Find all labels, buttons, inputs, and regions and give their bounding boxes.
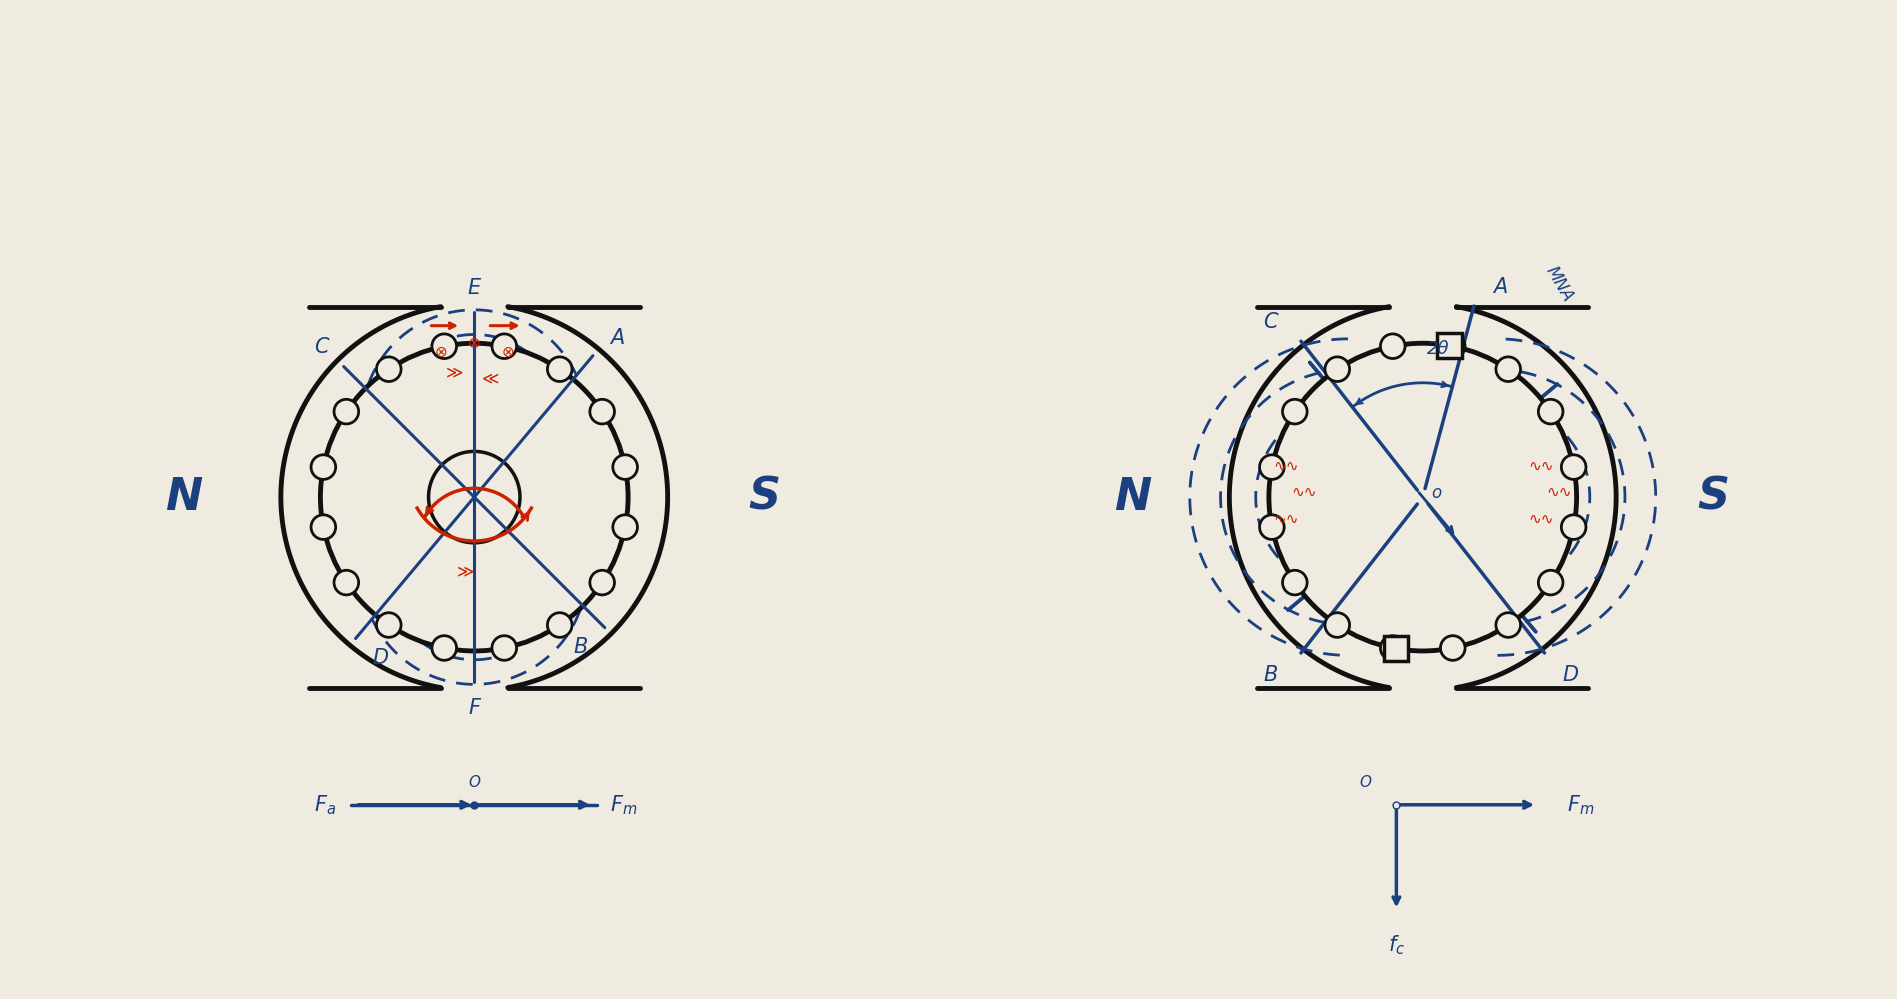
Text: ∿∿: ∿∿ xyxy=(1529,511,1554,526)
Text: ∿∿: ∿∿ xyxy=(1529,459,1554,474)
Text: $f_c$: $f_c$ xyxy=(1389,934,1406,957)
Circle shape xyxy=(1561,514,1586,539)
Circle shape xyxy=(1324,612,1349,637)
Circle shape xyxy=(613,455,637,480)
Circle shape xyxy=(1260,455,1284,480)
Circle shape xyxy=(429,452,520,542)
Circle shape xyxy=(1282,570,1307,594)
Text: ∿∿: ∿∿ xyxy=(1546,486,1573,500)
Circle shape xyxy=(1497,357,1521,382)
Text: ⊗: ⊗ xyxy=(501,345,514,360)
Circle shape xyxy=(1381,635,1406,660)
Text: ∿∿: ∿∿ xyxy=(1292,486,1317,500)
Text: ∿∿: ∿∿ xyxy=(1273,511,1299,526)
Circle shape xyxy=(321,344,628,651)
Circle shape xyxy=(433,635,457,660)
Circle shape xyxy=(548,357,573,382)
Text: ≫: ≫ xyxy=(446,364,463,382)
Text: S: S xyxy=(747,476,780,518)
Circle shape xyxy=(1282,400,1307,424)
Circle shape xyxy=(590,570,615,594)
Text: ≫: ≫ xyxy=(457,562,474,580)
Circle shape xyxy=(1538,570,1563,594)
Circle shape xyxy=(491,635,516,660)
Text: ⊗: ⊗ xyxy=(469,336,480,351)
Text: ≪: ≪ xyxy=(482,370,499,388)
Text: N: N xyxy=(165,476,203,518)
Text: $F_m$: $F_m$ xyxy=(611,793,637,816)
Circle shape xyxy=(311,455,336,480)
Text: A: A xyxy=(1493,277,1508,297)
Bar xyxy=(1383,636,1408,661)
Circle shape xyxy=(548,612,573,637)
Circle shape xyxy=(376,612,400,637)
Text: MNA: MNA xyxy=(1542,264,1576,306)
Text: E: E xyxy=(469,278,480,298)
Circle shape xyxy=(613,514,637,539)
Text: D: D xyxy=(1563,665,1578,685)
Text: F: F xyxy=(469,698,480,718)
Text: A: A xyxy=(611,328,624,348)
Circle shape xyxy=(433,334,457,359)
Circle shape xyxy=(1269,344,1576,651)
Text: $F_m$: $F_m$ xyxy=(1567,793,1595,816)
Text: C: C xyxy=(315,338,328,358)
Circle shape xyxy=(1440,334,1464,359)
Text: S: S xyxy=(1696,476,1728,518)
Text: O: O xyxy=(469,775,480,790)
Circle shape xyxy=(311,514,336,539)
Text: D: D xyxy=(372,648,389,668)
Text: O: O xyxy=(1360,775,1372,790)
Circle shape xyxy=(334,400,359,424)
Circle shape xyxy=(491,334,516,359)
Bar xyxy=(1438,334,1463,358)
Circle shape xyxy=(376,357,400,382)
Text: B: B xyxy=(573,637,588,657)
Text: 2θ: 2θ xyxy=(1427,341,1449,359)
Text: C: C xyxy=(1263,312,1277,332)
Circle shape xyxy=(1497,612,1521,637)
Text: o: o xyxy=(1430,484,1442,501)
Text: ⊗: ⊗ xyxy=(434,345,448,360)
Circle shape xyxy=(1324,357,1349,382)
Circle shape xyxy=(1538,400,1563,424)
Circle shape xyxy=(1381,334,1406,359)
Circle shape xyxy=(334,570,359,594)
Text: B: B xyxy=(1263,665,1277,685)
Text: N: N xyxy=(1114,476,1151,518)
Circle shape xyxy=(1440,635,1464,660)
Text: $F_a$: $F_a$ xyxy=(313,793,336,816)
Text: ∿∿: ∿∿ xyxy=(1273,459,1299,474)
Circle shape xyxy=(1561,455,1586,480)
Circle shape xyxy=(1260,514,1284,539)
Circle shape xyxy=(590,400,615,424)
